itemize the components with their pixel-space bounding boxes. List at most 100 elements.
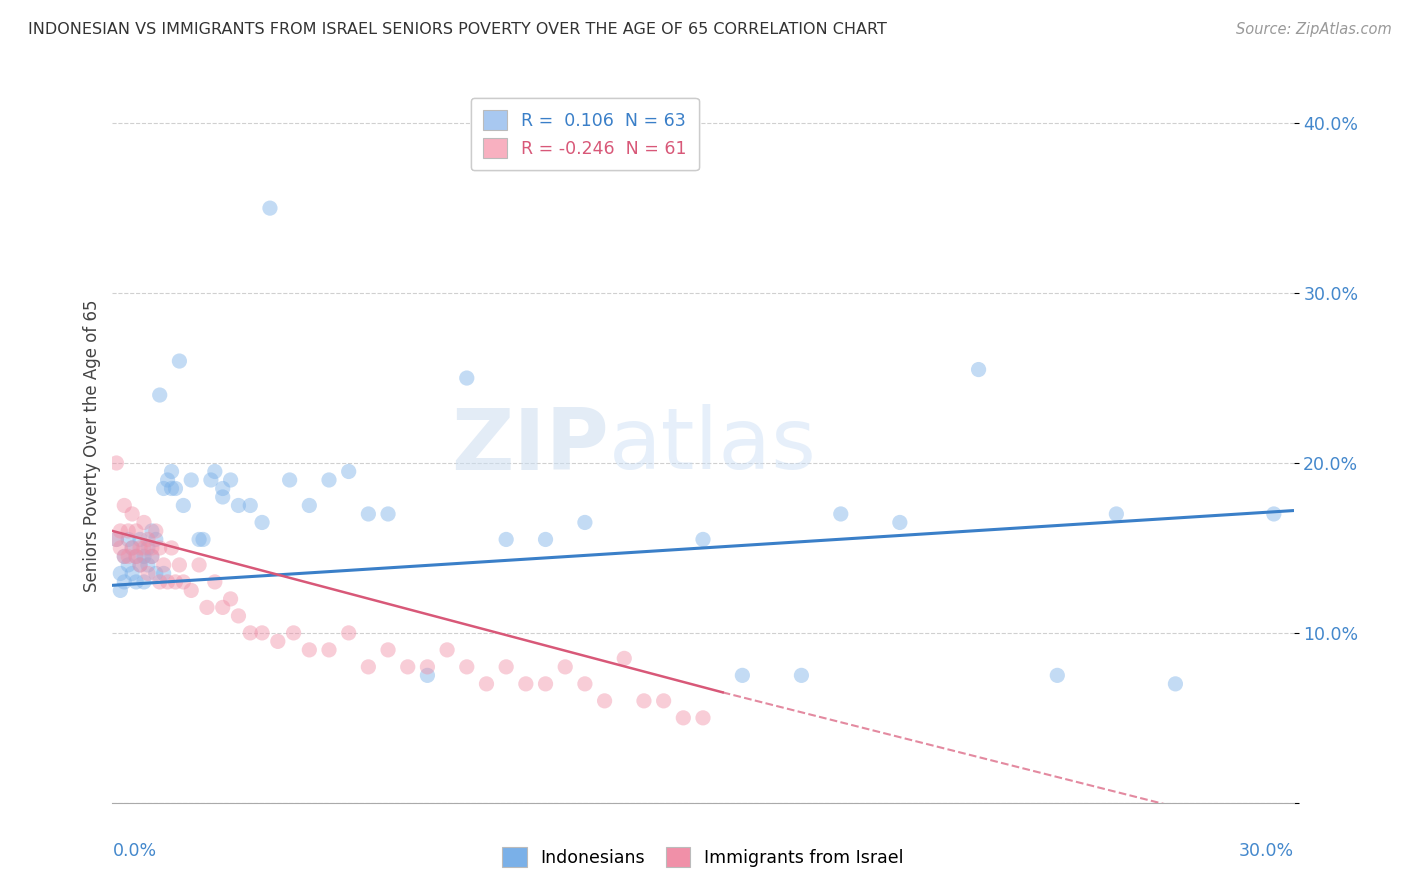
- Point: [416, 660, 439, 674]
- Point: [152, 566, 174, 581]
- Point: [152, 482, 174, 496]
- Point: [129, 541, 152, 555]
- Point: [136, 541, 159, 555]
- Point: [239, 499, 262, 513]
- Point: [136, 558, 159, 572]
- Point: [298, 643, 321, 657]
- Point: [132, 516, 155, 530]
- Point: [692, 711, 714, 725]
- Point: [228, 499, 250, 513]
- Point: [731, 668, 754, 682]
- Point: [188, 558, 211, 572]
- Point: [219, 473, 242, 487]
- Point: [125, 549, 148, 564]
- Text: INDONESIAN VS IMMIGRANTS FROM ISRAEL SENIORS POVERTY OVER THE AGE OF 65 CORRELAT: INDONESIAN VS IMMIGRANTS FROM ISRAEL SEN…: [28, 22, 887, 37]
- Point: [889, 516, 911, 530]
- Point: [132, 549, 155, 564]
- Point: [830, 507, 852, 521]
- Point: [456, 660, 478, 674]
- Point: [283, 626, 305, 640]
- Point: [141, 549, 163, 564]
- Point: [1164, 677, 1187, 691]
- Point: [141, 541, 163, 555]
- Point: [132, 574, 155, 589]
- Point: [1263, 507, 1285, 521]
- Point: [219, 591, 242, 606]
- Point: [145, 533, 167, 547]
- Point: [416, 668, 439, 682]
- Point: [1046, 668, 1069, 682]
- Point: [110, 583, 132, 598]
- Point: [105, 533, 128, 547]
- Point: [456, 371, 478, 385]
- Point: [156, 574, 179, 589]
- Point: [141, 524, 163, 538]
- Point: [165, 482, 187, 496]
- Point: [129, 558, 152, 572]
- Point: [337, 626, 360, 640]
- Point: [692, 533, 714, 547]
- Point: [141, 549, 163, 564]
- Point: [160, 482, 183, 496]
- Point: [117, 558, 139, 572]
- Text: 30.0%: 30.0%: [1239, 842, 1294, 860]
- Point: [211, 482, 233, 496]
- Point: [149, 388, 172, 402]
- Point: [160, 541, 183, 555]
- Point: [169, 558, 191, 572]
- Point: [110, 566, 132, 581]
- Point: [121, 541, 143, 555]
- Point: [554, 660, 576, 674]
- Point: [152, 558, 174, 572]
- Point: [165, 574, 187, 589]
- Point: [652, 694, 675, 708]
- Point: [191, 533, 214, 547]
- Point: [204, 465, 226, 479]
- Point: [239, 626, 262, 640]
- Point: [574, 677, 596, 691]
- Point: [112, 499, 135, 513]
- Point: [593, 694, 616, 708]
- Point: [110, 541, 132, 555]
- Point: [112, 549, 135, 564]
- Point: [318, 643, 340, 657]
- Point: [129, 558, 152, 572]
- Point: [132, 541, 155, 555]
- Point: [574, 516, 596, 530]
- Point: [180, 473, 202, 487]
- Text: Source: ZipAtlas.com: Source: ZipAtlas.com: [1236, 22, 1392, 37]
- Point: [967, 362, 990, 376]
- Point: [117, 533, 139, 547]
- Point: [149, 574, 172, 589]
- Point: [204, 574, 226, 589]
- Point: [188, 533, 211, 547]
- Legend: Indonesians, Immigrants from Israel: Indonesians, Immigrants from Israel: [495, 840, 911, 874]
- Point: [475, 677, 498, 691]
- Point: [105, 533, 128, 547]
- Point: [149, 541, 172, 555]
- Point: [211, 490, 233, 504]
- Point: [337, 465, 360, 479]
- Point: [121, 566, 143, 581]
- Point: [436, 643, 458, 657]
- Point: [534, 533, 557, 547]
- Point: [534, 677, 557, 691]
- Point: [145, 566, 167, 581]
- Point: [145, 524, 167, 538]
- Point: [200, 473, 222, 487]
- Point: [195, 600, 218, 615]
- Point: [156, 473, 179, 487]
- Point: [633, 694, 655, 708]
- Point: [495, 660, 517, 674]
- Point: [211, 600, 233, 615]
- Point: [180, 583, 202, 598]
- Point: [377, 507, 399, 521]
- Point: [172, 499, 194, 513]
- Point: [117, 549, 139, 564]
- Point: [125, 524, 148, 538]
- Point: [377, 643, 399, 657]
- Point: [136, 566, 159, 581]
- Point: [125, 549, 148, 564]
- Point: [318, 473, 340, 487]
- Point: [169, 354, 191, 368]
